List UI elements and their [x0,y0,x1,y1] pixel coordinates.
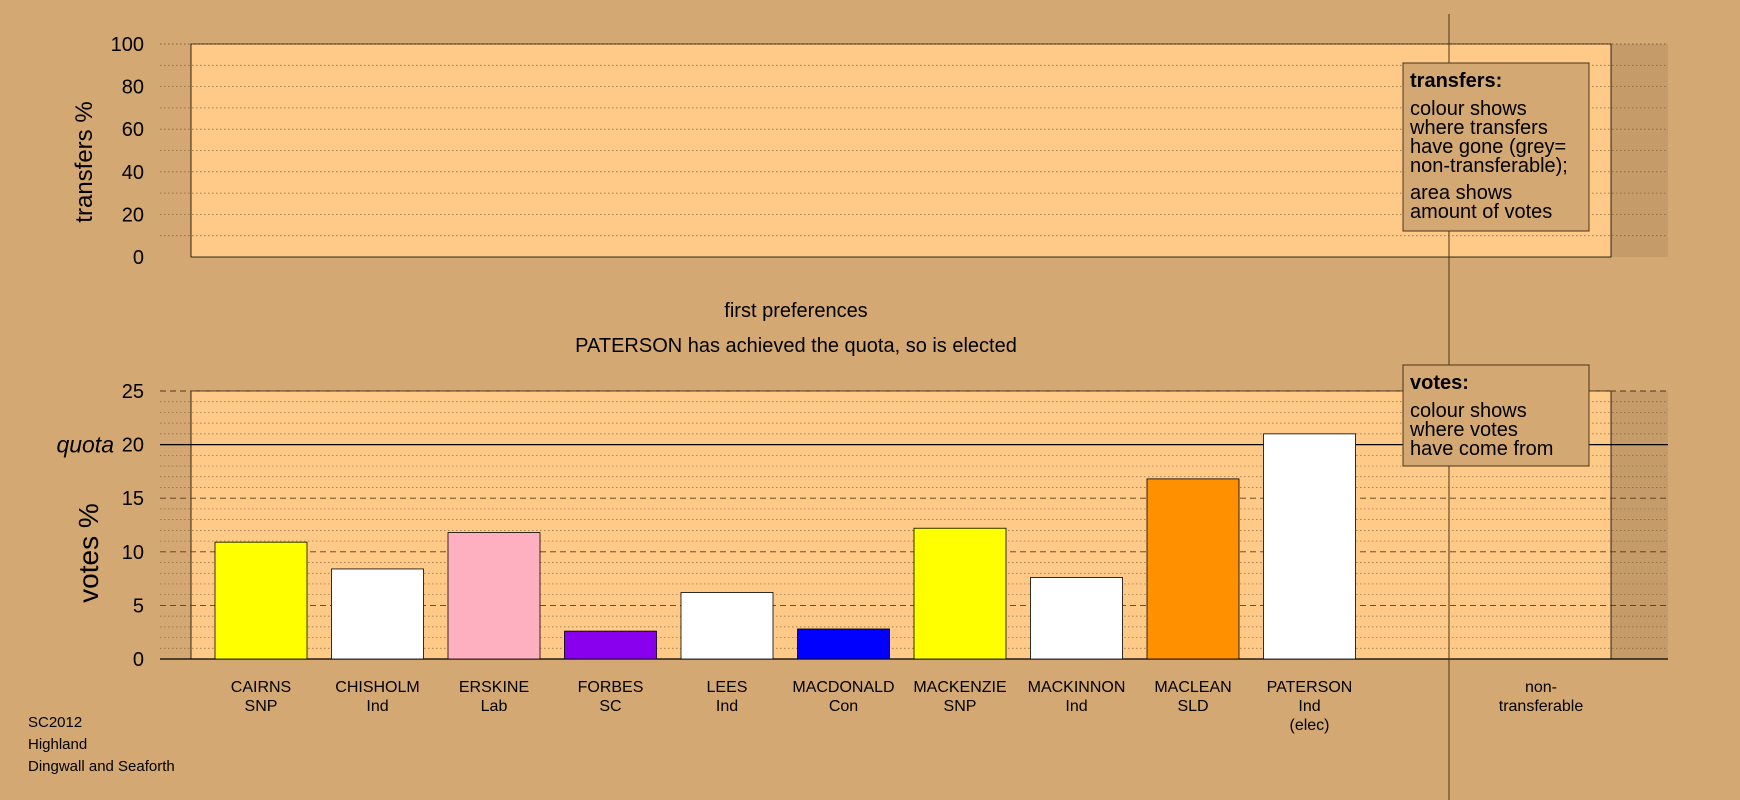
votes-note-line: colour shows [1410,400,1527,422]
candidate-party-label: SNP [944,698,977,715]
transfers-note-line: colour shows [1410,98,1527,120]
candidate-name-label: CAIRNS [231,679,291,696]
candidate-name-label: MACLEAN [1154,679,1231,696]
bar-forbes [564,630,657,660]
candidate-name-label: FORBES [578,679,644,696]
transfers-tick-label: 0 [133,247,144,269]
candidate-party-label: Con [829,698,858,715]
votes-plot-area [190,390,1612,660]
votes-note-line: where votes [1409,419,1518,441]
candidate-party-label: Ind [366,698,388,715]
votes-tick-label: 20 [122,435,144,457]
transfers-note-line: area shows [1410,182,1512,204]
candidate-party-label: SNP [245,698,278,715]
candidate-party-label: Ind [1065,698,1087,715]
transfers-note-line: non-transferable); [1410,155,1568,177]
transfers-note-line: amount of votes [1410,201,1552,223]
candidate-party-label: Ind [1298,698,1320,715]
transfers-tick-label: 20 [122,204,144,226]
candidate-name-label: LEES [707,679,748,696]
votes-tick-label: 5 [133,595,144,617]
bar-erskine [447,532,541,660]
transfers-right-shade [1611,44,1668,257]
candidate-name-label: MACKINNON [1028,679,1126,696]
bar-maclean [1146,478,1240,660]
bar-mackinnon [1030,577,1123,660]
candidate-name-label: MACKENZIE [913,679,1006,696]
transfers-note-box [1402,62,1590,232]
footer-election: SC2012 [28,714,83,731]
bar-macdonald [797,628,890,660]
votes-note-line: have come from [1410,438,1553,460]
candidate-name-label: ERSKINE [459,679,529,696]
candidate-party-label: Lab [481,698,508,715]
bar-chisholm [331,568,424,660]
transfers-tick-label: 100 [111,34,144,56]
transfers-tick-label: 60 [122,119,144,141]
footer-ward: Dingwall and Seaforth [28,758,175,775]
transfers-axis-label: transfers % [71,101,98,222]
non-transferable-label-2: transferable [1499,698,1584,715]
votes-tick-label: 10 [122,542,144,564]
candidate-note-label: (elec) [1289,717,1329,734]
non-transferable-label-1: non- [1525,679,1557,696]
footer-council: Highland [28,736,88,753]
transfers-tick-label: 40 [122,162,144,184]
candidate-party-label: SC [599,698,621,715]
transfers-note-line: where transfers [1409,117,1548,139]
votes-right-shade [1611,391,1668,659]
transfers-note-line: have gone (grey= [1410,136,1566,158]
bar-mackenzie [913,527,1007,660]
bar-lees [680,592,774,660]
votes-tick-label: 15 [122,488,144,510]
votes-axis-label: votes % [73,503,104,603]
votes-tick-label: 0 [133,649,144,671]
votes-note-box [1402,364,1590,467]
votes-note-heading: votes: [1410,372,1469,394]
candidate-party-label: SLD [1177,698,1208,715]
stage-status: PATERSON has achieved the quota, so is e… [575,335,1017,357]
votes-tick-label: 25 [122,381,144,403]
bar-paterson [1263,433,1356,660]
transfers-tick-label: 80 [122,77,144,99]
quota-label: quota [56,432,114,458]
candidate-name-label: CHISHOLM [335,679,419,696]
candidate-name-label: MACDONALD [792,679,894,696]
transfers-note-heading: transfers: [1410,70,1502,92]
candidate-name-label: PATERSON [1267,679,1353,696]
candidate-party-label: Ind [716,698,738,715]
stage-title: first preferences [724,300,867,322]
bar-cairns [214,541,308,660]
footer-info: SC2012 Highland Dingwall and Seaforth [28,712,175,778]
